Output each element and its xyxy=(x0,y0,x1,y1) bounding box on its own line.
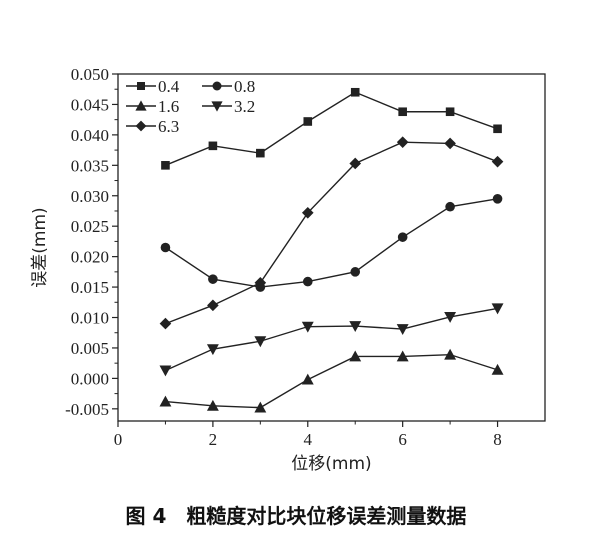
legend-label: 3.2 xyxy=(234,97,255,116)
y-tick-label: 0.045 xyxy=(71,95,109,114)
y-tick-label: -0.005 xyxy=(65,400,109,419)
data-point xyxy=(444,137,456,150)
y-tick-label: 0.020 xyxy=(71,248,109,267)
data-point xyxy=(160,242,171,253)
data-point xyxy=(303,117,313,126)
legend: 0.4 0.8 1.6 3.2 6.3 xyxy=(126,77,255,136)
x-tick-label: 6 xyxy=(398,430,407,449)
legend-marker xyxy=(135,100,147,111)
y-tick-label: 0.035 xyxy=(71,156,109,175)
legend-marker xyxy=(211,101,223,112)
data-point xyxy=(254,401,267,413)
data-point xyxy=(159,365,172,377)
series-line xyxy=(165,91,498,166)
plot-frame xyxy=(117,73,546,422)
legend-item-0.4: 0.4 xyxy=(126,77,180,96)
series-0.4 xyxy=(161,87,502,170)
figure-caption: 图 4 粗糙度对比块位移误差测量数据 xyxy=(125,504,467,528)
data-point xyxy=(444,311,457,323)
data-point xyxy=(206,344,219,356)
legend-marker xyxy=(212,81,222,91)
y-tick-label: 0.040 xyxy=(71,126,109,145)
data-point xyxy=(396,324,409,336)
x-tick-label: 2 xyxy=(209,430,218,449)
data-point xyxy=(398,107,407,117)
data-point xyxy=(159,317,172,330)
data-point xyxy=(396,350,409,362)
data-point xyxy=(159,395,172,407)
series-line xyxy=(165,141,498,325)
legend-label: 0.8 xyxy=(234,77,255,96)
legend-item-1.6: 1.6 xyxy=(126,97,179,116)
data-point xyxy=(301,373,314,385)
legend-label: 6.3 xyxy=(158,117,179,136)
data-point xyxy=(302,276,313,287)
x-tick-label: 4 xyxy=(304,430,313,449)
data-point xyxy=(349,321,362,332)
data-point xyxy=(445,201,455,212)
y-tick-label: 0.000 xyxy=(71,369,109,388)
legend-item-0.8: 0.8 xyxy=(202,77,255,96)
series-1.6 xyxy=(159,348,504,413)
data-point xyxy=(161,161,170,170)
x-tick-label: 0 xyxy=(114,430,123,449)
plot-border xyxy=(117,73,546,422)
data-point xyxy=(396,136,409,148)
data-point xyxy=(350,267,361,277)
x-axis-title: 位移(mm) xyxy=(291,454,371,474)
data-point xyxy=(206,399,219,411)
data-point xyxy=(349,157,362,170)
x-axis: 0 2 4 6 8 xyxy=(114,421,502,449)
y-axis-title: 误差(mm) xyxy=(30,207,50,287)
data-point xyxy=(444,348,457,360)
data-point xyxy=(493,124,502,134)
legend-label: 1.6 xyxy=(158,97,179,116)
series-6.3 xyxy=(159,136,504,330)
data-point xyxy=(491,155,504,168)
data-point xyxy=(397,232,408,242)
y-tick-label: 0.050 xyxy=(71,65,109,84)
y-tick-label: 0.015 xyxy=(71,278,109,297)
series-line xyxy=(165,307,498,372)
legend-item-6.3: 6.3 xyxy=(126,117,179,136)
data-point xyxy=(491,303,504,315)
data-point xyxy=(445,107,455,117)
legend-marker xyxy=(137,82,145,90)
series-line xyxy=(165,198,498,288)
data-point xyxy=(350,87,360,97)
y-tick-label: 0.005 xyxy=(71,339,109,358)
legend-item-3.2: 3.2 xyxy=(202,97,255,116)
y-tick-label: 0.025 xyxy=(71,217,109,236)
data-point xyxy=(256,148,265,158)
data-point xyxy=(208,274,218,284)
data-point xyxy=(208,141,218,151)
series-3.2 xyxy=(159,303,504,377)
x-tick-label: 8 xyxy=(493,430,502,449)
series-line xyxy=(165,353,498,409)
legend-marker xyxy=(135,120,147,132)
data-point xyxy=(254,336,267,348)
data-point xyxy=(254,277,267,289)
y-tick-label: 0.030 xyxy=(71,187,109,206)
data-point xyxy=(491,363,504,375)
data-point xyxy=(492,193,503,204)
series-layer xyxy=(159,87,504,413)
data-point xyxy=(349,350,362,362)
data-point xyxy=(301,206,314,219)
data-point xyxy=(207,299,219,312)
y-tick-label: 0.010 xyxy=(71,309,109,328)
series-0.8 xyxy=(160,193,503,292)
y-axis: -0.005 0.000 0.005 0.010 0.015 0.020 0.025 0.03… xyxy=(65,65,118,419)
data-point xyxy=(301,321,314,333)
legend-label: 0.4 xyxy=(158,77,180,96)
